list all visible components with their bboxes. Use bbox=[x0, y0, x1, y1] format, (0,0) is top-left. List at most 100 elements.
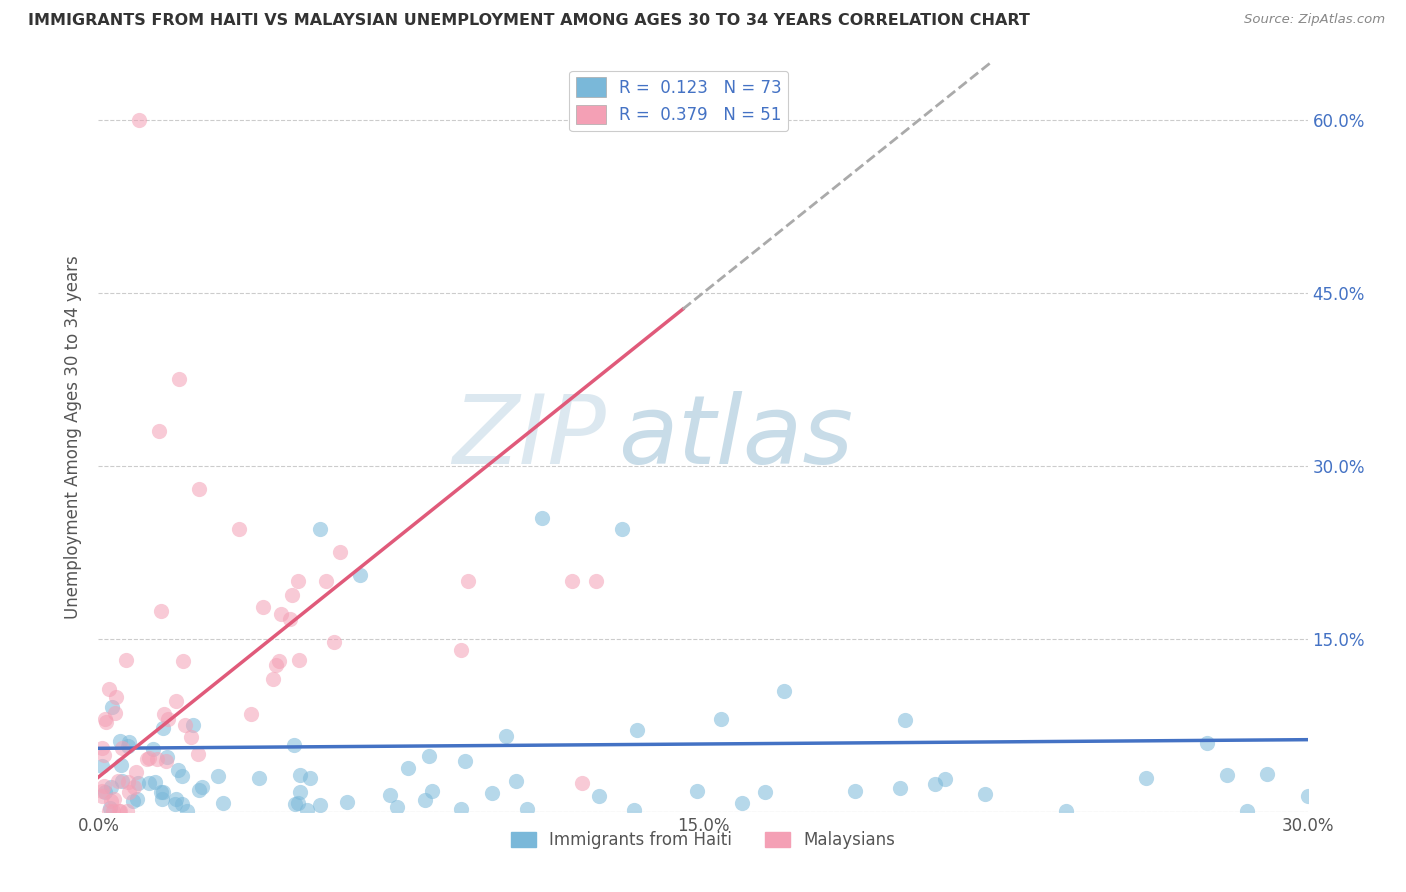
Point bbox=[505, 774, 527, 789]
Point bbox=[104, 690, 127, 704]
Point bbox=[118, 785, 141, 799]
Point bbox=[146, 752, 169, 766]
Point bbox=[418, 748, 440, 763]
Point bbox=[516, 802, 538, 816]
Point bbox=[281, 588, 304, 602]
Point bbox=[211, 797, 233, 811]
Point bbox=[138, 751, 160, 765]
Point bbox=[110, 741, 132, 756]
Point bbox=[844, 784, 866, 798]
Point bbox=[322, 635, 344, 649]
Point bbox=[262, 672, 284, 686]
Point bbox=[1216, 768, 1239, 782]
Point bbox=[588, 789, 610, 804]
Point bbox=[93, 712, 115, 726]
Point bbox=[172, 654, 194, 668]
Point bbox=[287, 797, 309, 811]
Point bbox=[772, 683, 794, 698]
Point bbox=[187, 747, 209, 761]
Point bbox=[165, 791, 187, 805]
Point bbox=[530, 510, 553, 524]
Point bbox=[495, 730, 517, 744]
Point bbox=[107, 773, 129, 788]
Point bbox=[893, 713, 915, 727]
Point bbox=[118, 735, 141, 749]
Point bbox=[98, 801, 121, 815]
Point bbox=[167, 372, 190, 386]
Point bbox=[686, 784, 709, 798]
Point bbox=[934, 772, 956, 786]
Point bbox=[228, 522, 250, 536]
Point bbox=[1195, 736, 1218, 750]
Point bbox=[149, 604, 172, 618]
Point bbox=[115, 653, 138, 667]
Point bbox=[152, 784, 174, 798]
Point bbox=[283, 739, 305, 753]
Point bbox=[93, 747, 115, 762]
Point bbox=[98, 682, 121, 697]
Point bbox=[104, 706, 127, 721]
Point bbox=[94, 785, 117, 799]
Point bbox=[207, 769, 229, 783]
Point bbox=[170, 769, 193, 783]
Point bbox=[136, 752, 159, 766]
Point bbox=[127, 776, 149, 790]
Point bbox=[101, 804, 124, 818]
Point bbox=[299, 771, 322, 785]
Point bbox=[148, 425, 170, 439]
Point bbox=[152, 792, 174, 806]
Point bbox=[101, 700, 124, 714]
Point bbox=[91, 740, 114, 755]
Point bbox=[585, 574, 607, 589]
Point bbox=[270, 607, 292, 622]
Point bbox=[1256, 767, 1278, 781]
Point bbox=[94, 714, 117, 729]
Point bbox=[91, 784, 114, 798]
Point bbox=[309, 798, 332, 813]
Point bbox=[267, 654, 290, 668]
Point bbox=[111, 774, 134, 789]
Point bbox=[315, 574, 337, 589]
Point bbox=[290, 785, 312, 799]
Point bbox=[180, 731, 202, 745]
Point bbox=[163, 797, 186, 812]
Point bbox=[174, 718, 197, 732]
Point bbox=[329, 545, 352, 559]
Point bbox=[889, 780, 911, 795]
Point bbox=[117, 775, 139, 789]
Point bbox=[103, 791, 125, 805]
Point bbox=[626, 723, 648, 737]
Point bbox=[181, 718, 204, 732]
Point bbox=[284, 797, 307, 811]
Point bbox=[396, 761, 419, 775]
Point bbox=[450, 643, 472, 657]
Point bbox=[710, 712, 733, 726]
Point bbox=[110, 758, 132, 772]
Point bbox=[240, 706, 263, 721]
Point bbox=[165, 694, 187, 708]
Point bbox=[349, 568, 371, 582]
Point bbox=[252, 600, 274, 615]
Point bbox=[155, 754, 177, 768]
Point bbox=[91, 759, 114, 773]
Point bbox=[176, 804, 198, 818]
Point bbox=[1054, 804, 1077, 818]
Point bbox=[122, 794, 145, 808]
Point bbox=[288, 653, 311, 667]
Point bbox=[1236, 804, 1258, 818]
Point bbox=[143, 774, 166, 789]
Point bbox=[142, 741, 165, 756]
Text: ZIP: ZIP bbox=[453, 391, 606, 483]
Point bbox=[138, 776, 160, 790]
Point bbox=[107, 804, 129, 818]
Point bbox=[413, 793, 436, 807]
Point bbox=[1296, 789, 1319, 804]
Point bbox=[117, 739, 139, 753]
Point bbox=[457, 574, 479, 589]
Point bbox=[191, 780, 214, 794]
Point bbox=[100, 794, 122, 808]
Point bbox=[149, 785, 172, 799]
Point bbox=[924, 777, 946, 791]
Point bbox=[247, 771, 270, 785]
Text: Source: ZipAtlas.com: Source: ZipAtlas.com bbox=[1244, 13, 1385, 27]
